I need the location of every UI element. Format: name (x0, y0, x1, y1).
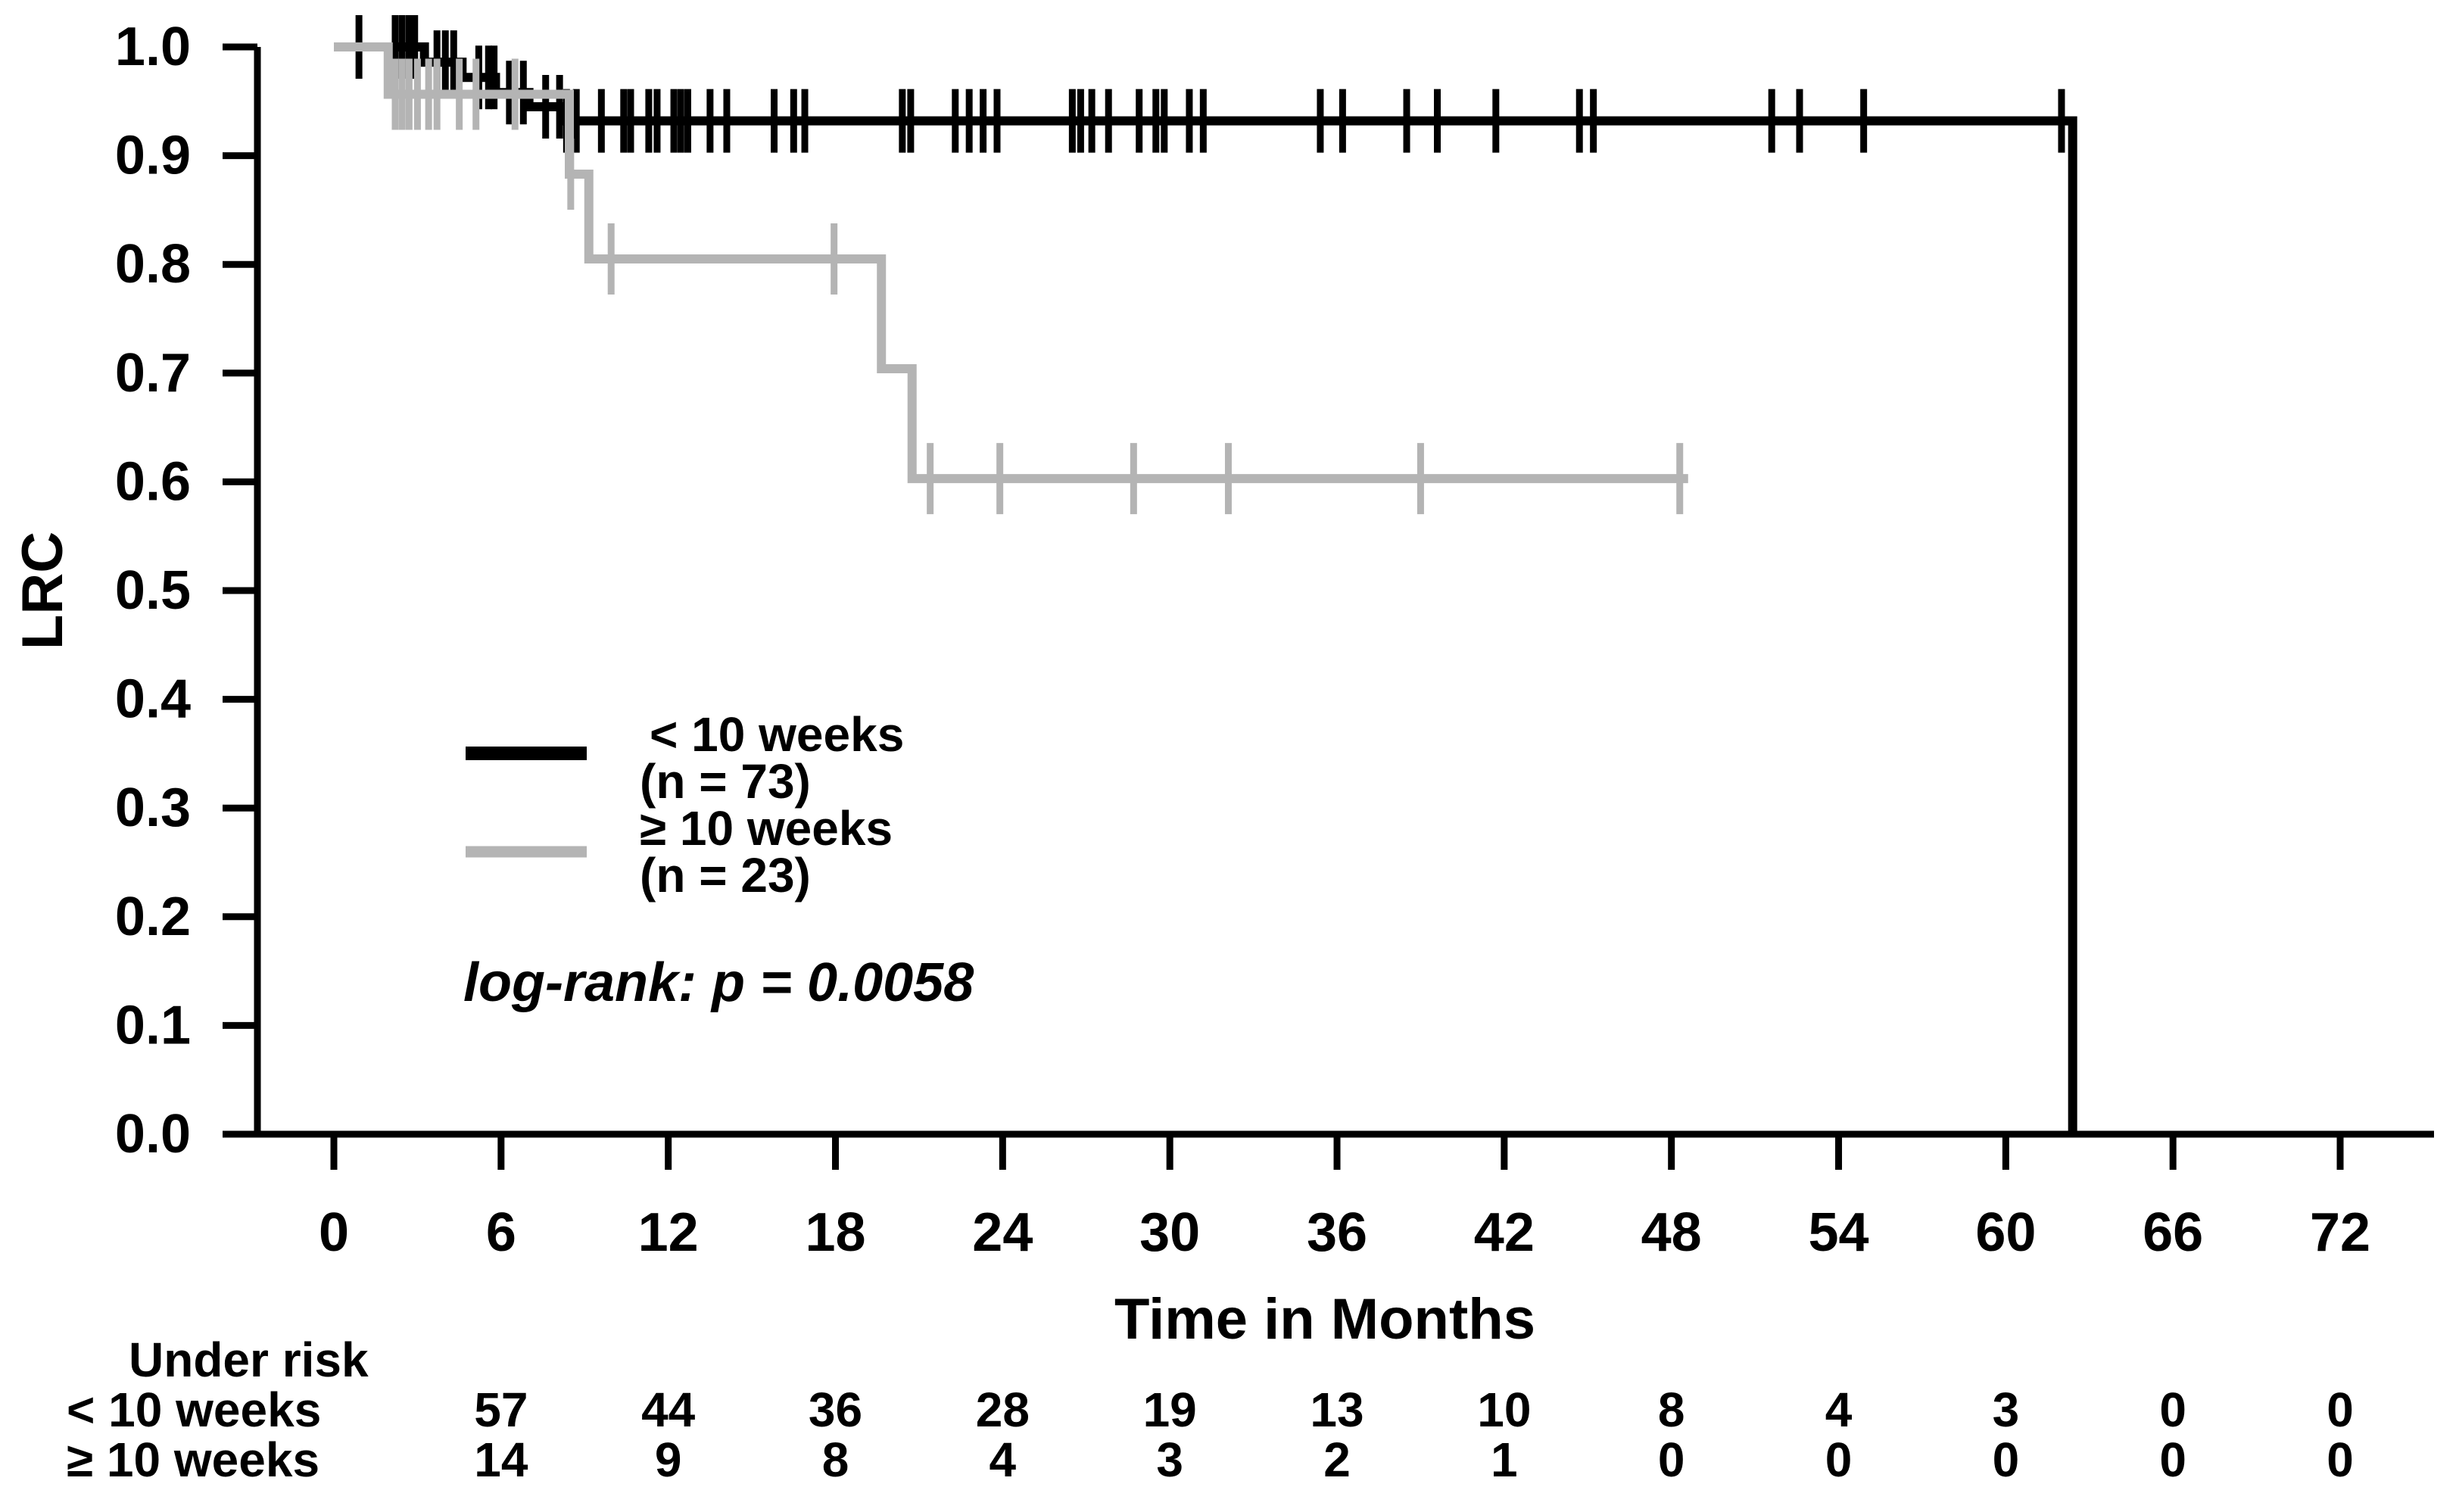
y-tick-label: 0.6 (115, 451, 191, 512)
risk-value: 3 (1993, 1383, 2020, 1437)
legend-n-lt10weeks: (n = 73) (640, 754, 811, 809)
x-tick-label: 24 (972, 1202, 1033, 1263)
x-tick-label: 36 (1307, 1202, 1367, 1263)
x-ticks: 0 6 12 18 24 30 36 42 48 54 60 66 72 (319, 1134, 2370, 1263)
x-axis-title: Time in Months (1114, 1287, 1535, 1351)
x-tick-label: 12 (638, 1202, 699, 1263)
risk-value: 4 (990, 1433, 1017, 1487)
risk-value: 0 (1825, 1433, 1853, 1487)
risk-values: 57 44 36 28 19 13 10 8 4 3 0 014 9 8 4 3 2 1 0 0 0 0 0 (474, 1383, 2354, 1487)
risk-value: 13 (1310, 1383, 1364, 1437)
x-tick-label: 54 (1808, 1202, 1868, 1263)
logrank-pvalue-annotation: log-rank: p = 0.0058 (463, 952, 974, 1013)
x-tick-label: 0 (319, 1202, 349, 1263)
risk-value: 1 (1491, 1433, 1518, 1487)
x-tick-label: 18 (805, 1202, 865, 1263)
risk-row-label-lt10weeks: < 10 weeks (67, 1383, 321, 1437)
y-axis-title: LRC (11, 532, 75, 650)
legend-n-ge10weeks: (n = 23) (640, 848, 811, 903)
risk-value: 4 (1825, 1383, 1853, 1437)
y-tick-label: 0.5 (115, 560, 191, 621)
x-tick-label: 48 (1641, 1202, 1702, 1263)
y-tick-label: 0.0 (115, 1104, 191, 1164)
y-ticks: 1.0 0.9 0.8 0.7 0.6 0.5 0.4 0.3 0.2 0.1 0.0 (115, 17, 257, 1164)
y-tick-label: 0.4 (115, 669, 191, 730)
axes: 1.0 0.9 0.8 0.7 0.6 0.5 0.4 0.3 0.2 0.1 0.0 0 6 12 18… (115, 17, 2434, 1263)
risk-value: 14 (474, 1433, 528, 1487)
x-tick-label: 66 (2143, 1202, 2203, 1263)
risk-value: 10 (1477, 1383, 1531, 1437)
risk-value: 0 (2327, 1433, 2354, 1487)
y-tick-label: 0.9 (115, 126, 191, 186)
legend-label-lt10weeks: < 10 weeks (650, 707, 904, 762)
risk-value: 44 (641, 1383, 696, 1437)
series-curves (334, 15, 2077, 1134)
risk-value: 0 (1993, 1433, 2020, 1487)
legend-label-ge10weeks: ≥ 10 weeks (640, 801, 893, 856)
x-tick-label: 72 (2310, 1202, 2370, 1263)
y-tick-label: 0.7 (115, 343, 191, 404)
risk-value: 8 (822, 1433, 849, 1487)
series-ge10weeks (334, 42, 1688, 515)
risk-value: 2 (1323, 1433, 1351, 1487)
x-tick-label: 42 (1474, 1202, 1535, 1263)
legend: < 10 weeks (n = 73) ≥ 10 weeks (n = 23) (466, 707, 904, 903)
risk-row-label-ge10weeks: ≥ 10 weeks (67, 1433, 319, 1487)
risk-value: 36 (809, 1383, 862, 1437)
risk-table: Under risk < 10 weeks ≥ 10 weeks 57 44 36 2… (67, 1333, 2354, 1487)
km-curve (334, 42, 1688, 484)
risk-value: 9 (655, 1433, 682, 1487)
risk-value: 0 (2327, 1383, 2354, 1437)
x-tick-label: 30 (1139, 1202, 1200, 1263)
risk-value: 0 (1658, 1433, 1685, 1487)
risk-value: 57 (474, 1383, 528, 1437)
x-tick-label: 6 (486, 1202, 516, 1263)
x-tick-label: 60 (1975, 1202, 2036, 1263)
risk-value: 3 (1156, 1433, 1183, 1487)
risk-table-title: Under risk (129, 1333, 369, 1387)
y-tick-label: 1.0 (115, 17, 191, 77)
risk-value: 19 (1143, 1383, 1197, 1437)
risk-value: 8 (1658, 1383, 1685, 1437)
risk-value: 0 (2159, 1433, 2186, 1487)
y-tick-label: 0.1 (115, 995, 191, 1055)
y-tick-label: 0.3 (115, 778, 191, 838)
y-tick-label: 0.8 (115, 234, 191, 295)
y-tick-label: 0.2 (115, 887, 191, 947)
risk-value: 28 (976, 1383, 1030, 1437)
risk-value: 0 (2159, 1383, 2186, 1437)
